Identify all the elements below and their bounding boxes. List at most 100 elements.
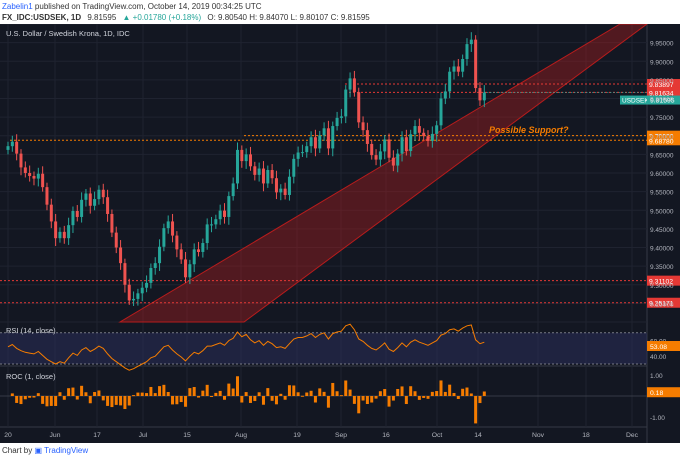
candle-body xyxy=(240,149,244,162)
roc-bar xyxy=(123,396,127,410)
roc-bar xyxy=(287,385,291,396)
rsi-band xyxy=(0,332,647,364)
time-axis-tick: Jul xyxy=(139,432,148,439)
roc-bar xyxy=(32,396,36,398)
chart-canvas[interactable]: 9.838979.816349.700209.687809.311029.251… xyxy=(0,24,680,443)
roc-bar xyxy=(391,396,395,401)
roc-bar xyxy=(54,396,58,406)
roc-bar xyxy=(361,396,365,401)
roc-bar xyxy=(404,396,408,405)
roc-bar xyxy=(370,396,374,403)
candle-body xyxy=(456,66,460,72)
roc-bar xyxy=(274,396,278,405)
roc-bar xyxy=(465,387,469,396)
roc-bar xyxy=(58,392,62,396)
roc-bar xyxy=(266,388,270,396)
candle-body xyxy=(253,166,257,175)
publish-info: Zabelin1 published on TradingView.com, O… xyxy=(0,0,680,13)
candle-body xyxy=(370,143,374,156)
candle-body xyxy=(352,78,356,93)
roc-bar xyxy=(270,396,274,401)
candle-body xyxy=(344,89,348,117)
roc-bar xyxy=(158,386,162,396)
time-axis-tick: Nov xyxy=(532,432,545,439)
rsi-title: RSI (14, close) xyxy=(6,326,56,335)
roc-bar xyxy=(127,396,131,406)
price-change: ▲ +0.01780 (+0.18%) xyxy=(122,13,202,22)
roc-bar xyxy=(430,391,434,396)
roc-bar xyxy=(456,396,460,399)
roc-bar xyxy=(166,392,170,396)
roc-bar xyxy=(149,386,153,396)
candle-body xyxy=(305,146,309,153)
candle-body xyxy=(422,132,426,137)
roc-bar xyxy=(248,396,252,403)
roc-bar xyxy=(184,396,188,407)
candle-body xyxy=(409,134,413,152)
candle-body xyxy=(41,173,45,188)
time-axis-tick: Dec xyxy=(626,432,639,439)
price-axis-tick: 9.75000 xyxy=(650,115,674,122)
candle-body xyxy=(123,263,127,285)
roc-last-bg xyxy=(647,387,680,398)
last-price-label: 9.81595 xyxy=(650,98,675,105)
price-axis-tick: 9.45000 xyxy=(650,227,674,234)
trend-channel xyxy=(118,24,648,323)
roc-bar xyxy=(279,393,283,396)
price-axis-tick: 9.60000 xyxy=(650,171,674,178)
time-axis-tick: 15 xyxy=(183,432,191,439)
candle-body xyxy=(140,287,144,294)
roc-bar xyxy=(97,390,101,396)
candle-body xyxy=(32,175,36,179)
roc-bar xyxy=(378,391,382,396)
candle-body xyxy=(257,168,261,175)
candle-body xyxy=(331,126,335,149)
published-text: published on TradingView.com, October 14… xyxy=(34,2,262,11)
roc-bar xyxy=(309,390,313,396)
author-name[interactable]: Zabelin1 xyxy=(2,2,33,11)
candle-body xyxy=(45,187,49,205)
candle-body xyxy=(210,224,214,226)
price-axis-tick: 9.55000 xyxy=(650,190,674,197)
roc-bar xyxy=(396,389,400,396)
footer-text: Chart by xyxy=(2,446,33,455)
rsi-last-value: 53.08 xyxy=(650,344,667,351)
roc-bar xyxy=(75,396,79,400)
candle-body xyxy=(435,125,439,134)
roc-last-value: 0.18 xyxy=(650,390,663,397)
roc-bar xyxy=(448,384,452,396)
roc-bar xyxy=(326,396,330,408)
level-label: 9.31102 xyxy=(649,279,673,286)
candle-body xyxy=(28,173,32,176)
candle-body xyxy=(374,155,378,160)
roc-bar xyxy=(145,393,149,396)
candle-body xyxy=(274,178,278,193)
roc-bar xyxy=(344,380,348,396)
candle-body xyxy=(287,176,291,195)
candle-body xyxy=(67,225,71,239)
roc-bar xyxy=(88,396,92,404)
candle-body xyxy=(365,130,369,144)
support-annotation: Possible Support? xyxy=(489,125,569,135)
last-price: 9.81595 xyxy=(87,13,117,22)
price-axis-tick: 9.95000 xyxy=(650,41,674,48)
candle-body xyxy=(175,235,179,250)
candle-body xyxy=(300,152,304,154)
candle-body xyxy=(448,71,452,92)
candle-body xyxy=(279,188,283,193)
roc-bar xyxy=(422,396,426,398)
roc-bar xyxy=(257,392,261,396)
roc-bar xyxy=(474,396,478,424)
roc-bar xyxy=(231,388,235,396)
candle-body xyxy=(313,137,317,149)
candle-body xyxy=(378,151,382,160)
roc-bar xyxy=(417,396,421,400)
candle-body xyxy=(80,199,84,217)
roc-title: ROC (1, close) xyxy=(6,372,56,381)
rsi-last-bg xyxy=(647,340,680,351)
tradingview-link[interactable]: TradingView xyxy=(44,446,89,455)
level-label-bg xyxy=(647,275,680,286)
candle-body xyxy=(158,246,162,264)
candle-body xyxy=(23,167,27,173)
roc-bar xyxy=(84,392,88,396)
